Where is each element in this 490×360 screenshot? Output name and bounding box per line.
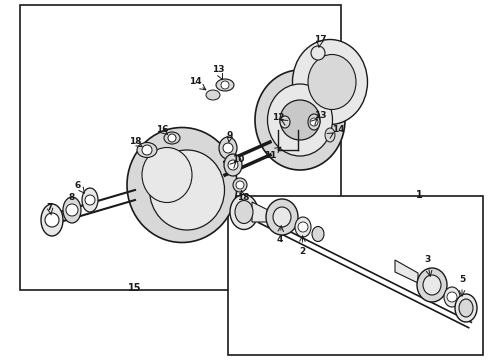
- Ellipse shape: [444, 287, 460, 307]
- Text: 7: 7: [47, 203, 53, 212]
- Ellipse shape: [293, 40, 368, 125]
- Ellipse shape: [295, 217, 311, 237]
- Ellipse shape: [216, 79, 234, 91]
- Ellipse shape: [41, 204, 63, 236]
- Ellipse shape: [417, 268, 447, 302]
- Ellipse shape: [308, 54, 356, 109]
- Ellipse shape: [206, 90, 220, 100]
- Ellipse shape: [127, 127, 237, 243]
- Ellipse shape: [268, 84, 333, 156]
- Circle shape: [221, 81, 229, 89]
- Text: 12: 12: [272, 113, 284, 122]
- Ellipse shape: [233, 178, 247, 192]
- Text: 10: 10: [232, 156, 244, 165]
- Circle shape: [142, 145, 152, 155]
- Text: 4: 4: [277, 235, 283, 244]
- Circle shape: [168, 134, 176, 142]
- Text: 14: 14: [189, 77, 201, 86]
- Circle shape: [66, 204, 78, 216]
- Text: 18: 18: [237, 194, 249, 202]
- Polygon shape: [395, 260, 418, 283]
- Ellipse shape: [149, 150, 224, 230]
- Circle shape: [228, 160, 238, 170]
- Ellipse shape: [137, 143, 157, 158]
- Bar: [228, 196, 483, 355]
- Circle shape: [280, 100, 320, 140]
- Circle shape: [236, 181, 244, 189]
- Text: 14: 14: [332, 126, 344, 135]
- Ellipse shape: [164, 132, 180, 144]
- Text: 1: 1: [416, 190, 422, 200]
- Ellipse shape: [423, 275, 441, 295]
- Text: 6: 6: [75, 180, 81, 189]
- Text: 5: 5: [459, 275, 465, 284]
- Circle shape: [311, 46, 325, 60]
- Ellipse shape: [273, 207, 291, 227]
- Text: 8: 8: [69, 194, 75, 202]
- Ellipse shape: [230, 194, 258, 230]
- Text: 11: 11: [264, 150, 276, 159]
- Circle shape: [447, 292, 457, 302]
- Circle shape: [85, 195, 95, 205]
- Bar: [20, 5, 341, 290]
- Text: 16: 16: [156, 126, 168, 135]
- Text: 18: 18: [129, 138, 141, 147]
- Ellipse shape: [235, 201, 253, 224]
- Polygon shape: [252, 202, 268, 222]
- Ellipse shape: [455, 294, 477, 322]
- Ellipse shape: [219, 137, 237, 159]
- Text: 13: 13: [212, 66, 224, 75]
- Ellipse shape: [63, 197, 81, 223]
- Text: 15: 15: [128, 283, 142, 293]
- Circle shape: [298, 222, 308, 232]
- Ellipse shape: [255, 70, 345, 170]
- Ellipse shape: [325, 128, 335, 142]
- Ellipse shape: [312, 226, 324, 242]
- Circle shape: [310, 118, 318, 126]
- Ellipse shape: [224, 154, 242, 176]
- Ellipse shape: [459, 299, 473, 317]
- Text: 13: 13: [314, 112, 326, 121]
- Ellipse shape: [280, 116, 290, 128]
- Circle shape: [45, 213, 59, 227]
- Text: 9: 9: [227, 130, 233, 139]
- Circle shape: [223, 143, 233, 153]
- Ellipse shape: [308, 114, 320, 130]
- Text: 2: 2: [299, 248, 305, 256]
- Ellipse shape: [82, 188, 98, 212]
- Ellipse shape: [266, 199, 298, 235]
- Text: 17: 17: [314, 36, 326, 45]
- Text: 3: 3: [424, 256, 430, 265]
- Ellipse shape: [142, 148, 192, 202]
